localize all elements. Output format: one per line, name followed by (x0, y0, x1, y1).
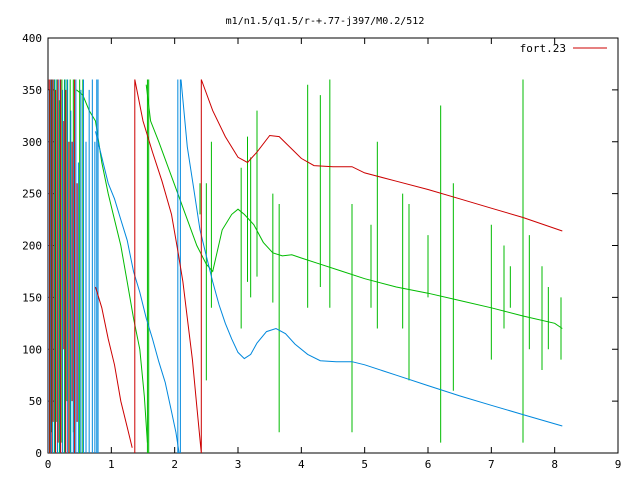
y-tick-label: 150 (22, 291, 42, 304)
y-tick-label: 350 (22, 84, 42, 97)
series-line (95, 286, 133, 448)
series-line (134, 79, 563, 453)
plot-frame (47, 37, 619, 454)
series-line (95, 131, 180, 453)
series-1 (49, 79, 563, 453)
x-tick-label: 3 (235, 458, 242, 471)
x-tick-label: 2 (171, 458, 178, 471)
y-tick-label: 400 (22, 32, 42, 45)
x-tick-label: 1 (108, 458, 115, 471)
y-tick-label: 200 (22, 240, 42, 253)
chart-title: m1/n1.5/q1.5/r-+.77-j397/M0.2/512 (226, 16, 425, 27)
y-tick-label: 0 (35, 447, 42, 460)
x-tick-label: 9 (615, 458, 622, 471)
x-tick-label: 4 (298, 458, 305, 471)
legend-label: fort.23 (520, 42, 566, 55)
x-tick-label: 0 (45, 458, 52, 471)
y-tick-label: 300 (22, 136, 42, 149)
series-line (180, 79, 563, 427)
plot-area (48, 79, 563, 453)
x-tick-label: 7 (488, 458, 495, 471)
series-line (76, 89, 148, 443)
series-0 (48, 79, 563, 453)
axes: 0 1 2 3 4 5 6 7 8 9 0 50 100 150 200 250 300 350 400 (22, 32, 621, 471)
plot-clip-group (48, 79, 563, 453)
x-tick-label: 8 (551, 458, 558, 471)
y-tick-label: 250 (22, 188, 42, 201)
x-tick-label: 5 (361, 458, 368, 471)
series-line (145, 84, 563, 329)
y-tick-label: 100 (22, 343, 42, 356)
x-tick-label: 6 (425, 458, 432, 471)
y-tick-label: 50 (29, 395, 42, 408)
legend: fort.23 (520, 42, 607, 55)
series-2 (48, 79, 563, 453)
